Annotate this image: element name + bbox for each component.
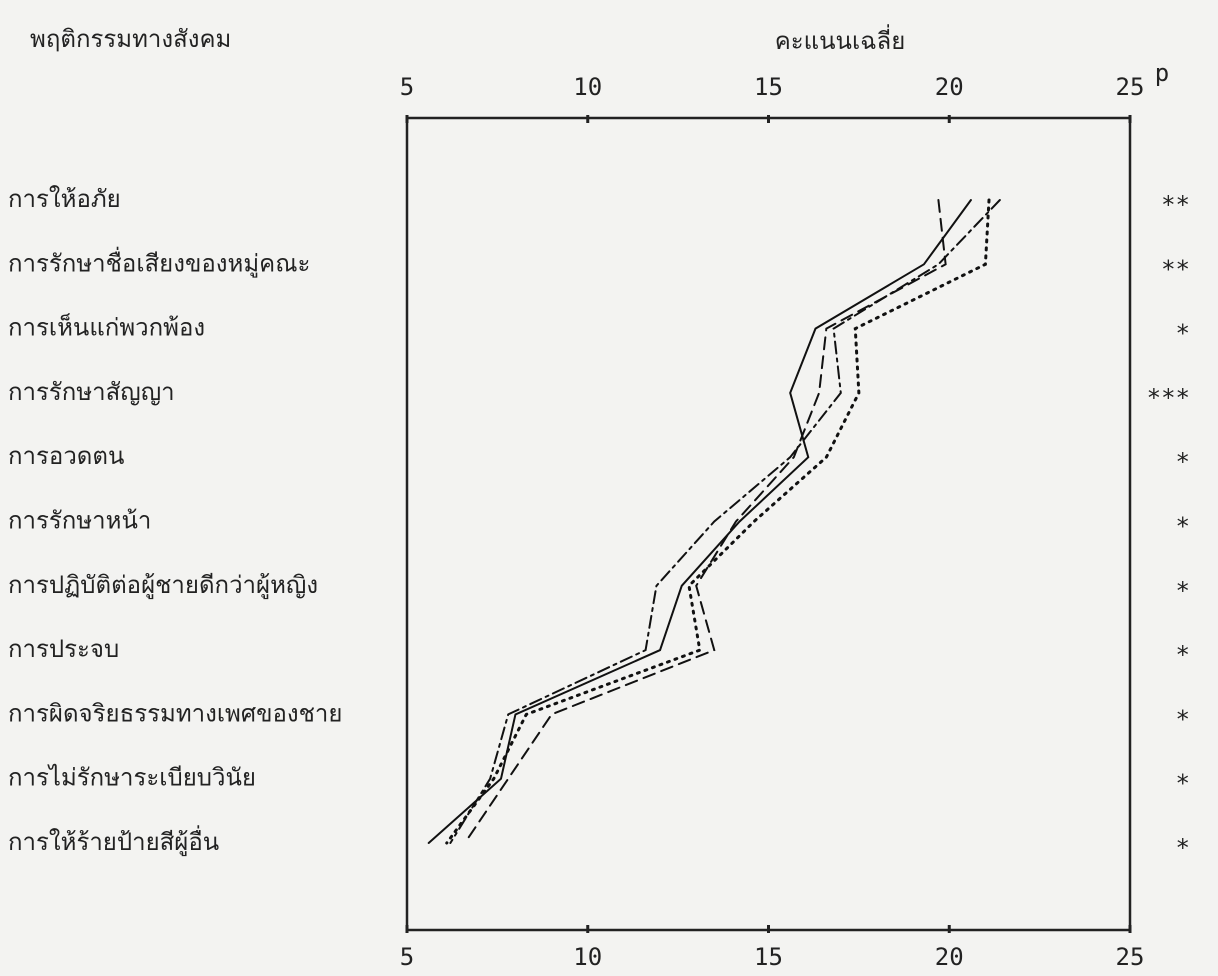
p-value: * bbox=[1176, 705, 1190, 733]
category-label: การผิดจริยธรรมทางเพศของชาย bbox=[8, 699, 342, 727]
p-value: * bbox=[1176, 448, 1190, 476]
series-line bbox=[445, 198, 991, 845]
p-value: ** bbox=[1161, 191, 1190, 219]
x-tick-label-top: 15 bbox=[754, 73, 783, 101]
series-line bbox=[427, 199, 972, 844]
category-label: การให้ร้ายป้ายสีผู้อื่น bbox=[8, 825, 219, 857]
category-label: การไม่รักษาระเบียบวินัย bbox=[8, 764, 256, 792]
p-value: ** bbox=[1161, 255, 1190, 283]
category-label: การปฏิบัติต่อผู้ชายดีกว่าผู้หญิง bbox=[8, 571, 318, 600]
category-label: การรักษาชื่อเสียงของหมู่คณะ bbox=[8, 246, 310, 278]
category-label: การรักษาสัญญา bbox=[8, 378, 175, 406]
p-value: * bbox=[1176, 770, 1190, 798]
x-axis-label: คะแนนเฉลี่ย bbox=[775, 24, 906, 55]
series-line bbox=[449, 199, 1001, 844]
category-label: การอวดตน bbox=[8, 442, 124, 470]
p-header: p bbox=[1155, 59, 1169, 87]
p-value: * bbox=[1176, 513, 1190, 541]
x-tick-label-bottom: 15 bbox=[754, 943, 783, 971]
x-tick-label-bottom: 5 bbox=[400, 943, 414, 971]
p-value: *** bbox=[1147, 384, 1190, 412]
y-axis-label: พฤติกรรมทางสังคม bbox=[30, 25, 231, 53]
x-tick-label-top: 10 bbox=[573, 73, 602, 101]
x-tick-label-top: 20 bbox=[935, 73, 964, 101]
x-tick-label-bottom: 20 bbox=[935, 943, 964, 971]
x-tick-label-bottom: 25 bbox=[1116, 943, 1145, 971]
plot-frame bbox=[405, 116, 1132, 932]
x-tick-label-bottom: 10 bbox=[573, 943, 602, 971]
series-line bbox=[463, 199, 947, 844]
p-value: * bbox=[1176, 834, 1190, 862]
x-tick-label-top: 25 bbox=[1116, 73, 1145, 101]
category-label: การให้อภัย bbox=[8, 185, 121, 213]
p-value: * bbox=[1176, 320, 1190, 348]
p-value: * bbox=[1176, 641, 1190, 669]
p-value: * bbox=[1176, 577, 1190, 605]
category-label: การประจบ bbox=[8, 635, 119, 663]
category-label: การเห็นแก่พวกพ้อง bbox=[8, 313, 205, 342]
x-tick-label-top: 5 bbox=[400, 73, 414, 101]
category-label: การรักษาหน้า bbox=[8, 507, 151, 535]
